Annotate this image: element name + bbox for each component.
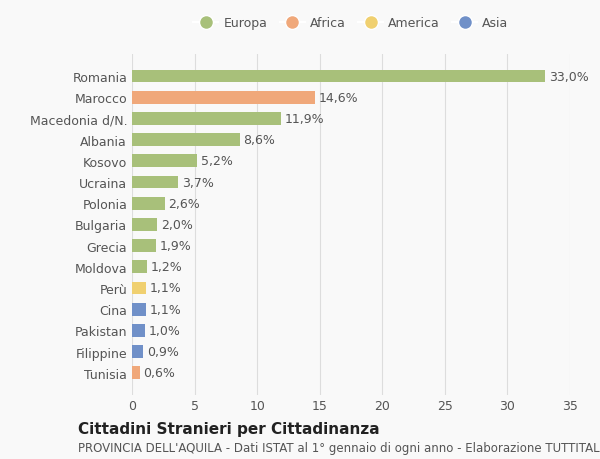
Text: Cittadini Stranieri per Cittadinanza: Cittadini Stranieri per Cittadinanza — [78, 421, 380, 436]
Bar — [132, 92, 315, 104]
Bar — [132, 134, 239, 147]
Bar — [132, 71, 545, 83]
Text: 11,9%: 11,9% — [284, 112, 324, 126]
Bar — [132, 155, 197, 168]
Bar — [132, 346, 143, 358]
Text: 1,9%: 1,9% — [160, 240, 191, 252]
Text: PROVINCIA DELL'AQUILA - Dati ISTAT al 1° gennaio di ogni anno - Elaborazione TUT: PROVINCIA DELL'AQUILA - Dati ISTAT al 1°… — [78, 442, 600, 454]
Bar — [132, 176, 178, 189]
Text: 14,6%: 14,6% — [319, 91, 358, 105]
Text: 2,6%: 2,6% — [168, 197, 200, 210]
Text: 2,0%: 2,0% — [161, 218, 193, 231]
Text: 3,7%: 3,7% — [182, 176, 214, 189]
Bar — [132, 218, 157, 231]
Text: 0,9%: 0,9% — [147, 345, 179, 358]
Bar — [132, 261, 147, 274]
Text: 1,0%: 1,0% — [148, 324, 180, 337]
Text: 33,0%: 33,0% — [549, 70, 589, 84]
Text: 5,2%: 5,2% — [201, 155, 233, 168]
Text: 1,1%: 1,1% — [149, 303, 181, 316]
Bar — [132, 197, 164, 210]
Text: 0,6%: 0,6% — [143, 366, 175, 380]
Text: 1,1%: 1,1% — [149, 282, 181, 295]
Legend: Europa, Africa, America, Asia: Europa, Africa, America, Asia — [193, 17, 509, 30]
Bar — [132, 367, 140, 379]
Text: 8,6%: 8,6% — [244, 134, 275, 147]
Bar — [132, 113, 281, 125]
Bar — [132, 303, 146, 316]
Text: 1,2%: 1,2% — [151, 261, 182, 274]
Bar — [132, 325, 145, 337]
Bar — [132, 240, 156, 252]
Bar — [132, 282, 146, 295]
